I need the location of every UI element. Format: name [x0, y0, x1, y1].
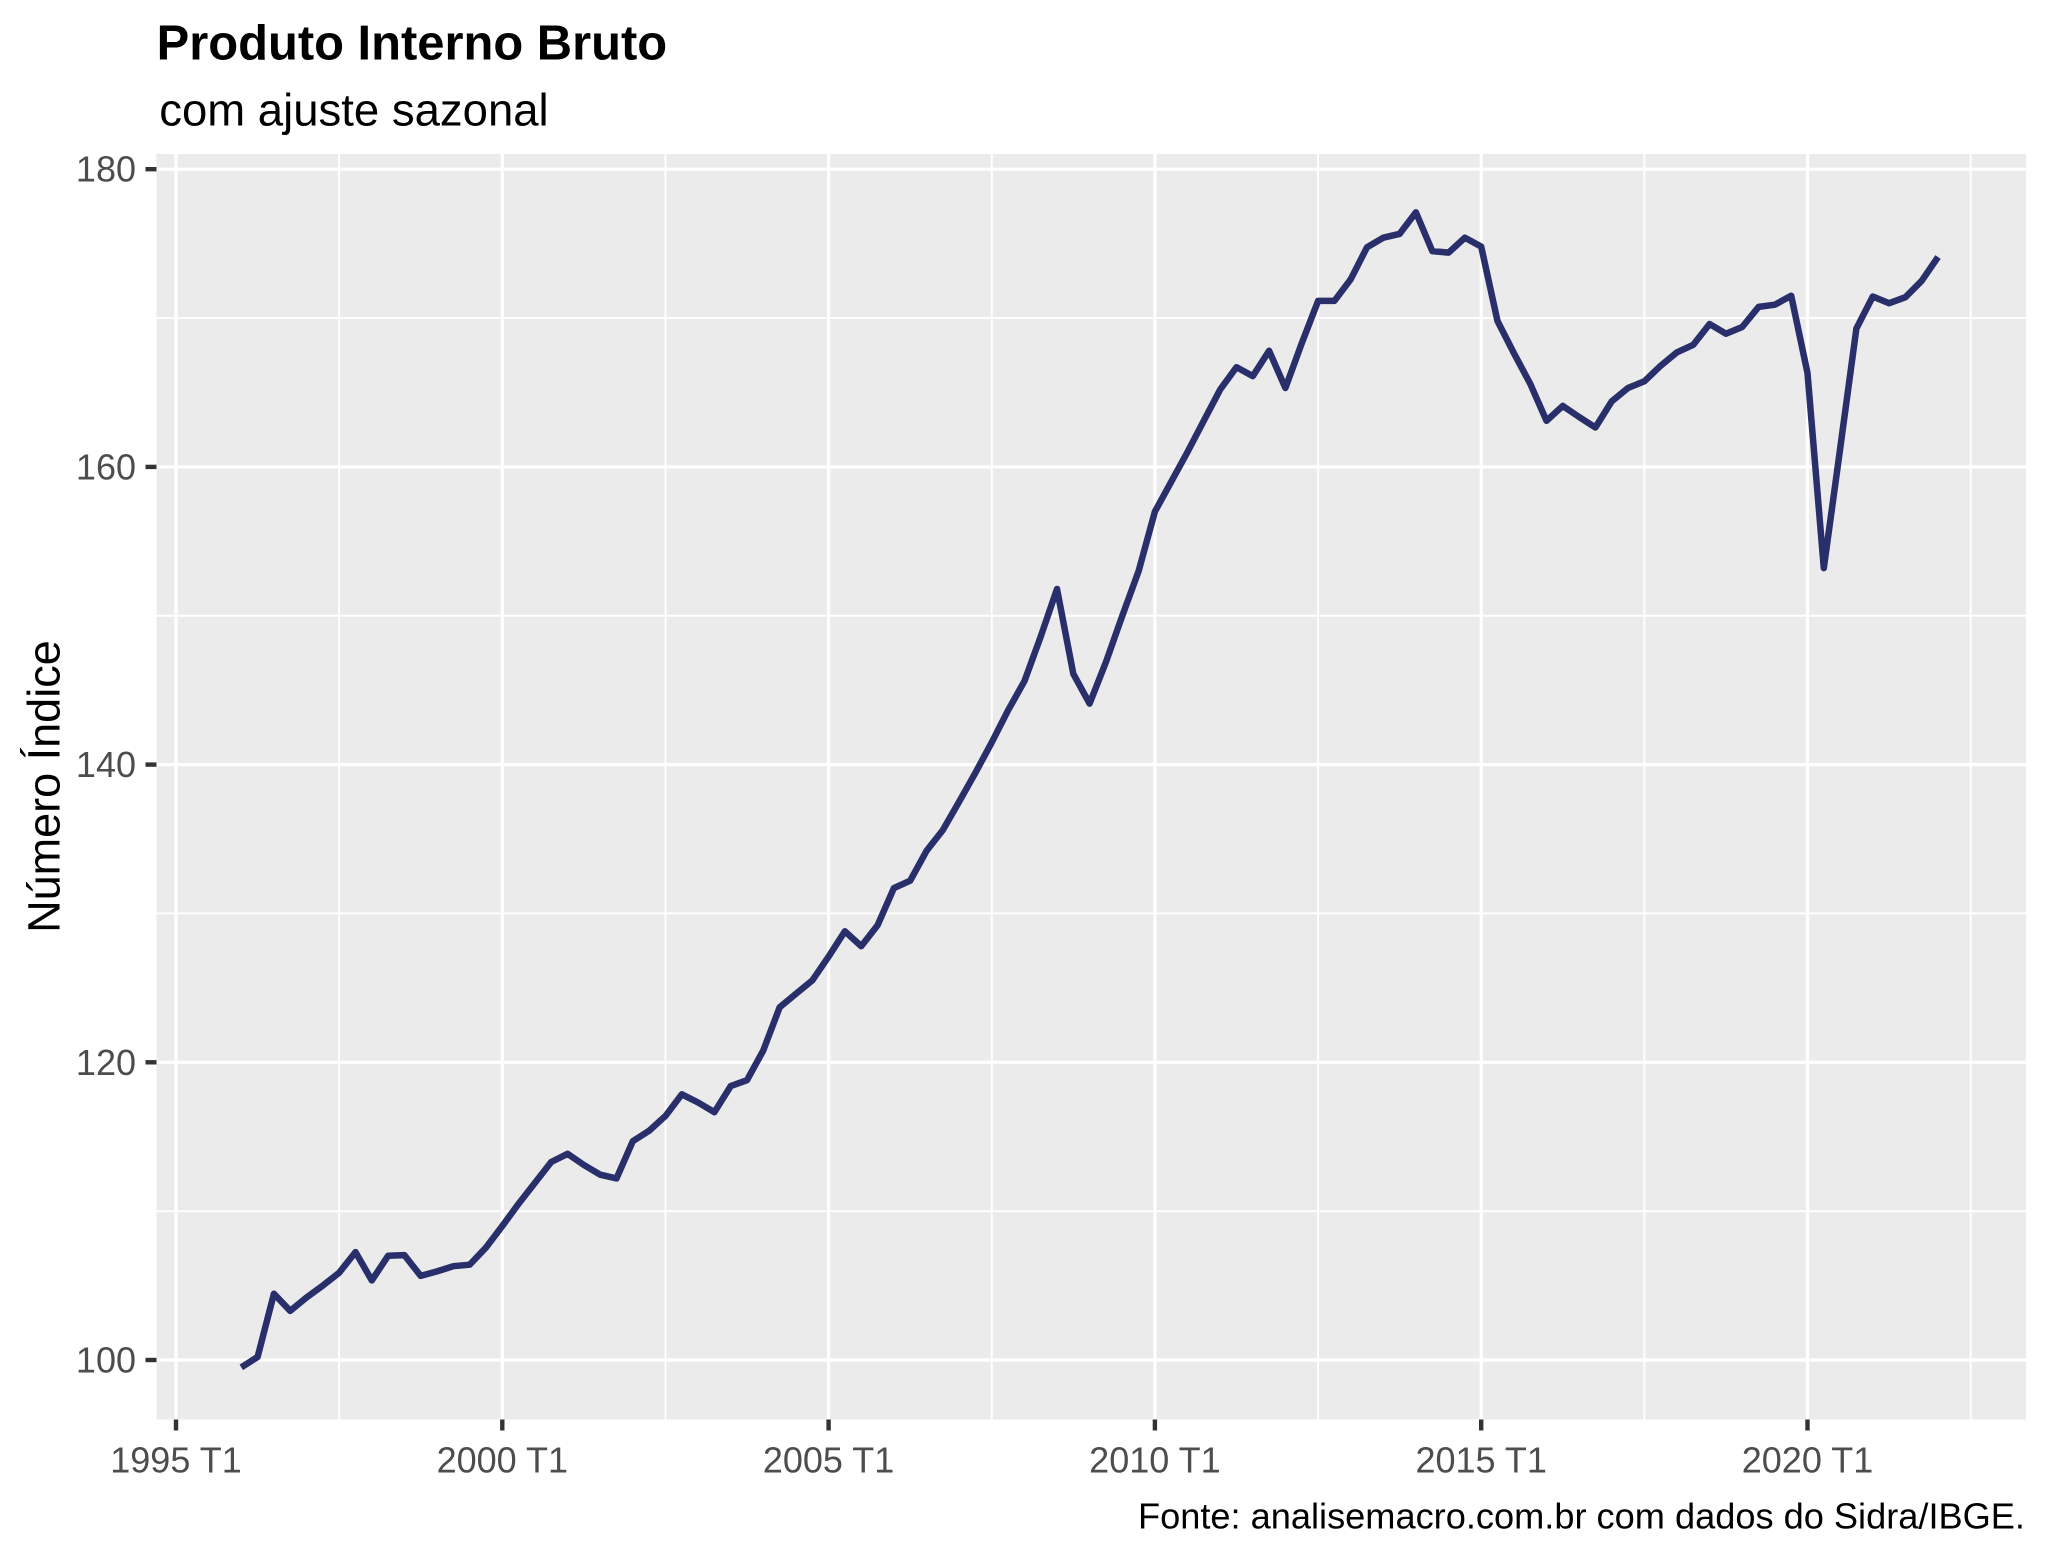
svg-text:2020 T1: 2020 T1: [1742, 1440, 1873, 1481]
svg-text:1995 T1: 1995 T1: [110, 1440, 241, 1481]
svg-text:Produto Interno Bruto: Produto Interno Bruto: [157, 17, 668, 71]
svg-text:140: 140: [76, 744, 136, 785]
svg-text:com ajuste sazonal: com ajuste sazonal: [159, 85, 548, 136]
svg-text:100: 100: [76, 1340, 136, 1381]
svg-text:180: 180: [76, 149, 136, 190]
svg-text:Número Índice: Número Índice: [18, 640, 69, 933]
svg-text:2015 T1: 2015 T1: [1415, 1440, 1546, 1481]
svg-text:Fonte: analisemacro.com.br com: Fonte: analisemacro.com.br com dados do …: [1138, 1496, 2025, 1537]
svg-text:120: 120: [76, 1042, 136, 1083]
svg-text:2010 T1: 2010 T1: [1089, 1440, 1220, 1481]
svg-text:160: 160: [76, 446, 136, 487]
svg-text:2005 T1: 2005 T1: [763, 1440, 894, 1481]
svg-text:2000 T1: 2000 T1: [437, 1440, 568, 1481]
